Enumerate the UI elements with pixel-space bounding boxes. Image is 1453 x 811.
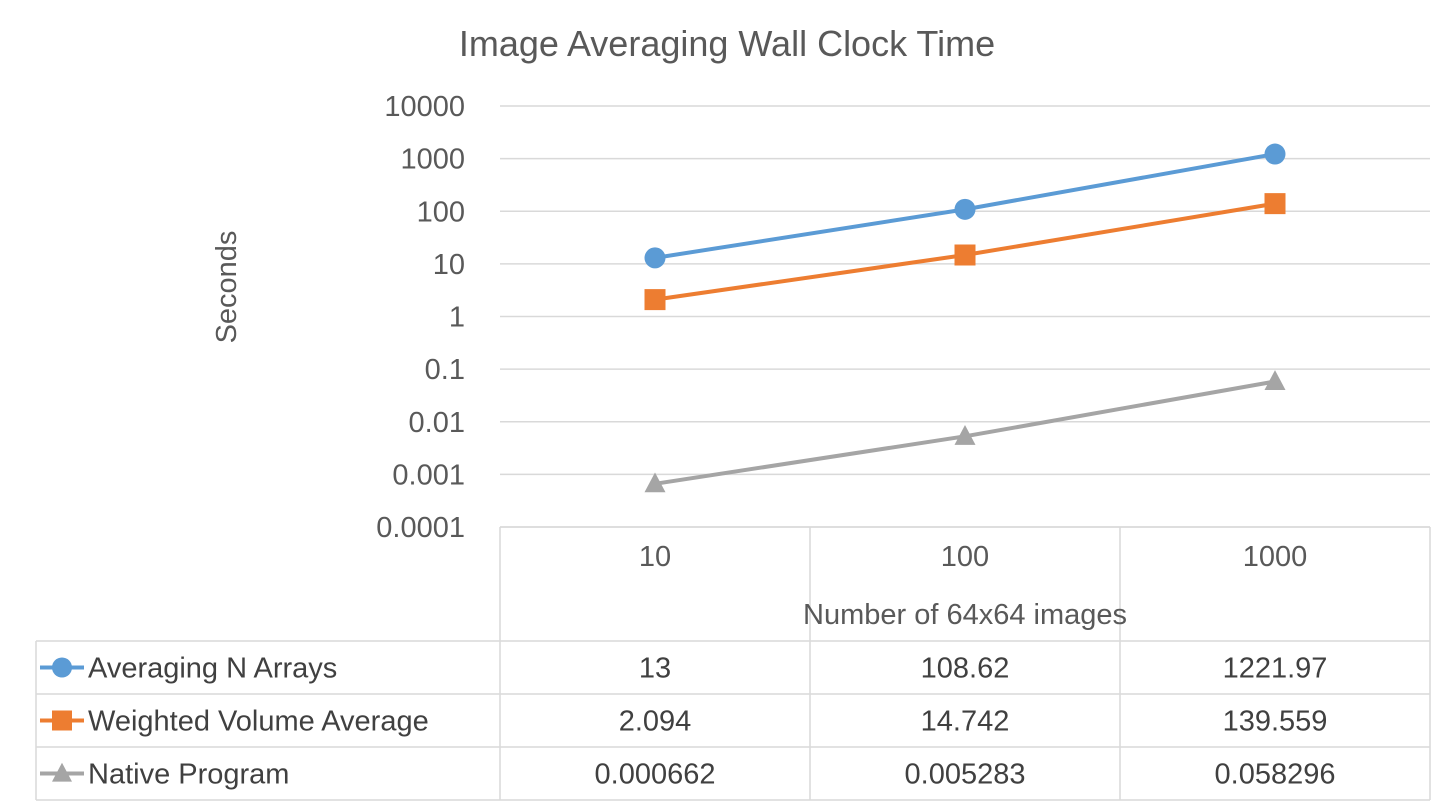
series-name: Averaging N Arrays [88, 653, 337, 685]
x-tick-label: 100 [941, 541, 989, 573]
y-tick-label: 0.1 [425, 354, 465, 386]
y-tick-label: 10 [433, 249, 465, 281]
y-tick-label: 0.0001 [376, 512, 465, 544]
chart-title: Image Averaging Wall Clock Time [459, 23, 995, 64]
data-point [954, 424, 976, 445]
gridlines [500, 105, 1430, 528]
y-tick-label: 100 [417, 196, 465, 228]
series-layer [644, 143, 1286, 493]
x-tick-label: 10 [639, 541, 671, 573]
table-value: 2.094 [619, 706, 692, 738]
data-point [644, 289, 666, 311]
data-table: 10 100 1000 Averaging N Arrays 13 108.62 1221.… [35, 526, 1431, 801]
legend-key-marker [52, 657, 72, 678]
legend-key-marker [52, 710, 72, 731]
y-tick-label: 1000 [400, 144, 465, 176]
table-value: 14.742 [921, 706, 1010, 738]
x-tick-label: 1000 [1243, 541, 1308, 573]
table-value: 13 [639, 653, 671, 685]
data-point [1264, 193, 1286, 215]
series-name: Weighted Volume Average [88, 706, 429, 738]
table-value: 0.005283 [905, 759, 1026, 791]
y-tick-labels: 10000 1000 100 10 1 0.1 0.01 0.001 0.0001 [376, 91, 465, 544]
y-tick-label: 0.001 [392, 459, 465, 491]
data-point [954, 198, 976, 220]
table-value: 1221.97 [1223, 653, 1328, 685]
table-value: 108.62 [921, 653, 1010, 685]
data-point [954, 244, 976, 266]
legend-key-marker [52, 762, 72, 782]
series-name: Native Program [88, 759, 289, 791]
y-tick-label: 1 [449, 302, 465, 334]
table-value: 0.058296 [1215, 759, 1336, 791]
y-axis-label: Seconds [211, 231, 243, 344]
y-tick-label: 0.01 [409, 407, 465, 439]
data-point [1264, 370, 1286, 390]
table-value: 139.559 [1223, 706, 1328, 738]
table-value: 0.000662 [595, 759, 716, 791]
data-point [644, 472, 666, 493]
data-point [1264, 143, 1286, 165]
data-point [644, 247, 666, 269]
x-axis-label: Number of 64x64 images [803, 599, 1127, 631]
y-tick-label: 10000 [384, 91, 465, 123]
